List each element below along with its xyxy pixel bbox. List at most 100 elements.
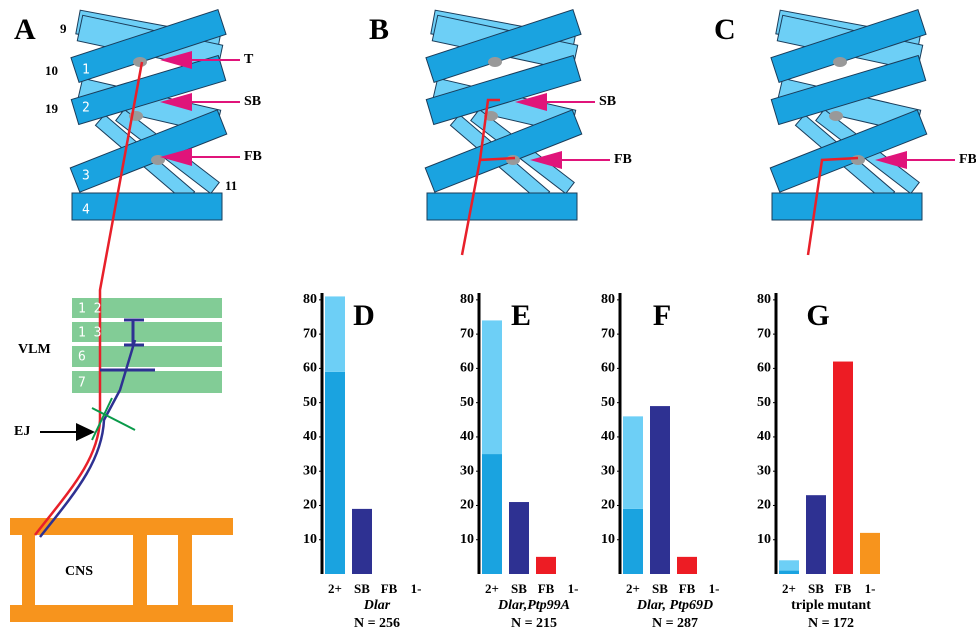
muscle bbox=[427, 193, 577, 220]
y-tick-label: 50 bbox=[601, 395, 615, 410]
synapse bbox=[506, 155, 520, 165]
x-tick-label: 1- bbox=[709, 581, 720, 596]
panel-label: B bbox=[369, 13, 389, 46]
synapse bbox=[851, 155, 865, 165]
bar bbox=[623, 509, 643, 574]
y-tick-label: 60 bbox=[601, 361, 615, 376]
arrow-label: FB bbox=[244, 149, 262, 164]
x-tick-label: SB bbox=[808, 581, 824, 596]
y-tick-label: 70 bbox=[303, 326, 317, 341]
synapse bbox=[133, 57, 147, 67]
bar bbox=[536, 557, 556, 574]
cns-bar bbox=[22, 518, 35, 622]
bar bbox=[482, 320, 502, 454]
chart-title: E bbox=[511, 299, 531, 332]
y-tick-label: 50 bbox=[460, 395, 474, 410]
y-tick-label: 20 bbox=[601, 498, 615, 513]
synapse bbox=[833, 57, 847, 67]
y-tick-label: 70 bbox=[460, 326, 474, 341]
bar bbox=[325, 296, 345, 371]
muscle bbox=[772, 193, 922, 220]
bar bbox=[509, 502, 529, 574]
bar bbox=[860, 533, 880, 574]
chart-title: G bbox=[806, 299, 829, 332]
y-tick-label: 40 bbox=[303, 429, 317, 444]
x-tick-label: FB bbox=[679, 581, 696, 596]
muscle-number: 11 bbox=[225, 178, 237, 193]
y-tick-label: 10 bbox=[757, 532, 771, 547]
charts: 10 20 30 40 50 60 70 80 D 2+ SB FB 1- Dlar N = 256 10 20… bbox=[303, 292, 880, 631]
chart-subtitle: triple mutant bbox=[791, 598, 871, 613]
y-tick-label: 80 bbox=[601, 292, 615, 307]
y-tick-label: 10 bbox=[303, 532, 317, 547]
panel-label: A bbox=[14, 13, 36, 46]
y-tick-label: 20 bbox=[460, 498, 474, 513]
vlm-row bbox=[72, 346, 222, 367]
x-tick-label: 2+ bbox=[328, 581, 342, 596]
y-tick-label: 40 bbox=[601, 429, 615, 444]
bar bbox=[779, 560, 799, 570]
y-tick-label: 80 bbox=[303, 292, 317, 307]
x-tick-label: FB bbox=[381, 581, 398, 596]
y-tick-label: 70 bbox=[757, 326, 771, 341]
chart-subtitle: Dlar, Ptp69D bbox=[636, 598, 713, 613]
y-tick-label: 10 bbox=[601, 532, 615, 547]
y-tick-label: 50 bbox=[757, 395, 771, 410]
chart-title: D bbox=[353, 299, 375, 332]
muscle-number: 2 bbox=[82, 101, 90, 116]
chart-subtitle: Dlar,Ptp99A bbox=[497, 598, 570, 613]
panel-label: C bbox=[714, 13, 736, 46]
arrow-label: T bbox=[244, 52, 254, 67]
bar bbox=[325, 372, 345, 574]
cns-label: CNS bbox=[65, 564, 93, 579]
y-tick-label: 60 bbox=[303, 361, 317, 376]
vlm-row-label: 1 2 bbox=[78, 302, 101, 317]
bar bbox=[650, 406, 670, 574]
bar bbox=[779, 571, 799, 574]
ej-label: EJ bbox=[14, 424, 30, 439]
cns-bar bbox=[10, 605, 233, 622]
cns-bar bbox=[133, 518, 147, 622]
x-tick-label: FB bbox=[835, 581, 852, 596]
chart-note: N = 256 bbox=[354, 616, 400, 631]
bar bbox=[482, 454, 502, 574]
y-tick-label: 60 bbox=[757, 361, 771, 376]
x-tick-label: 2+ bbox=[485, 581, 499, 596]
bar bbox=[677, 557, 697, 574]
chart-note: N = 287 bbox=[652, 616, 698, 631]
y-tick-label: 20 bbox=[757, 498, 771, 513]
y-tick-label: 30 bbox=[303, 463, 317, 478]
y-tick-label: 80 bbox=[460, 292, 474, 307]
bar bbox=[806, 495, 826, 574]
chart-note: N = 215 bbox=[511, 616, 557, 631]
chart-subtitle: Dlar bbox=[363, 598, 391, 613]
x-tick-label: 1- bbox=[568, 581, 579, 596]
x-tick-label: 1- bbox=[411, 581, 422, 596]
y-tick-label: 70 bbox=[601, 326, 615, 341]
arrow-label: SB bbox=[599, 94, 616, 109]
synapse bbox=[488, 57, 502, 67]
y-tick-label: 80 bbox=[757, 292, 771, 307]
muscle-number: 3 bbox=[82, 169, 90, 184]
x-tick-label: SB bbox=[354, 581, 370, 596]
vlm-label: VLM bbox=[18, 342, 51, 357]
arrow-label: FB bbox=[959, 152, 976, 167]
muscle bbox=[72, 193, 222, 220]
vlm-row bbox=[72, 371, 222, 393]
y-tick-label: 60 bbox=[460, 361, 474, 376]
y-tick-label: 40 bbox=[460, 429, 474, 444]
x-tick-label: FB bbox=[538, 581, 555, 596]
y-tick-label: 30 bbox=[757, 463, 771, 478]
muscle-number: 10 bbox=[45, 63, 58, 78]
vlm-row-label: 1 3 bbox=[78, 326, 101, 341]
vlm-row-label: 6 bbox=[78, 350, 86, 365]
figure: ABC91011923114TSBFBSBFBFB EJ VLM CNS 1 2… bbox=[0, 0, 976, 636]
muscle-number: 1 bbox=[82, 63, 90, 78]
y-tick-label: 20 bbox=[303, 498, 317, 513]
y-tick-label: 30 bbox=[460, 463, 474, 478]
synapse bbox=[829, 111, 843, 121]
bar bbox=[352, 509, 372, 574]
x-tick-label: SB bbox=[511, 581, 527, 596]
bar bbox=[833, 362, 853, 574]
